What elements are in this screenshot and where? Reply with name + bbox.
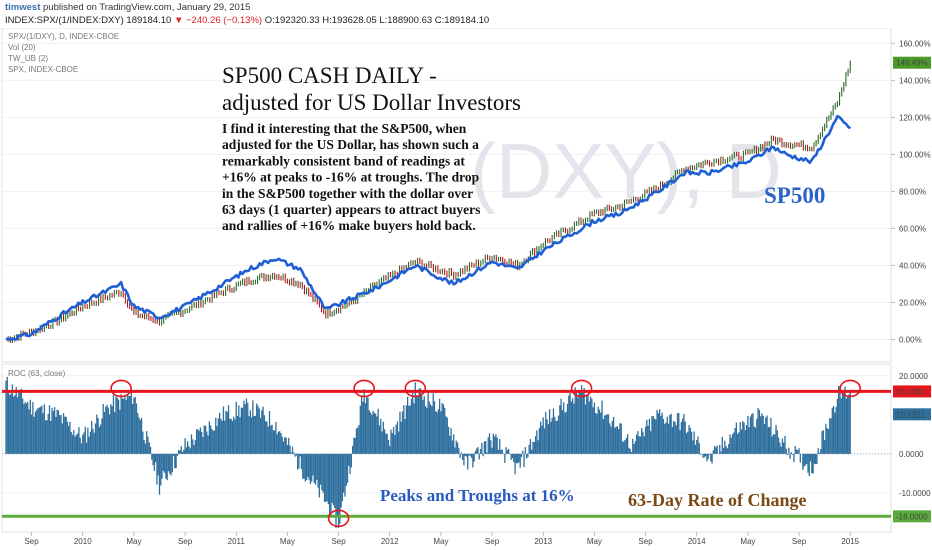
annotation-body-line: remarkably consistent band of readings a… bbox=[222, 153, 465, 168]
extreme-circle bbox=[327, 509, 350, 528]
x-tick-label: May bbox=[280, 537, 295, 546]
x-tick-label: Sep bbox=[792, 537, 807, 546]
symbol-value: INDEX:SPX/(1/INDEX:DXY) 189184.10 bbox=[5, 15, 172, 26]
annotation-body-line: I find it interesting that the S&P500, w… bbox=[222, 121, 467, 136]
pane-label-tw: TW_UB (2) bbox=[8, 54, 48, 63]
roc-tick-label: -16.0000 bbox=[896, 512, 928, 521]
ohlc-values: O:192320.33 H:193628.05 L:188900.63 C:18… bbox=[264, 15, 490, 26]
roc-bands bbox=[2, 389, 891, 518]
roc-tick-label: -10.0000 bbox=[899, 489, 931, 498]
author-link[interactable]: timwest bbox=[5, 2, 41, 13]
y-tick-label: 140.00% bbox=[899, 76, 931, 85]
extreme-circle bbox=[839, 379, 862, 398]
x-tick-label: 2015 bbox=[841, 537, 859, 546]
extreme-circle bbox=[570, 379, 593, 398]
y-tick-label: 60.00% bbox=[899, 224, 926, 233]
symbol-line: INDEX:SPX/(1/INDEX:DXY) 189184.10 ▼ −240… bbox=[5, 15, 489, 26]
y-tick-label: 100.00% bbox=[899, 150, 931, 159]
x-tick-label: Sep bbox=[485, 537, 500, 546]
x-tick-label: May bbox=[126, 537, 141, 546]
main-gridlines bbox=[2, 42, 891, 340]
x-tick-label: May bbox=[740, 537, 755, 546]
annotation-title-2: adjusted for US Dollar Investors bbox=[222, 90, 521, 115]
spx-line bbox=[5, 114, 852, 342]
extreme-circle bbox=[110, 379, 132, 398]
annotation-body-line: 63 days (1 quarter) appears to attract b… bbox=[222, 202, 480, 217]
annotation-body-line: and rallies of +16% make buyers hold bac… bbox=[222, 218, 476, 233]
x-tick-label: May bbox=[433, 537, 448, 546]
annotation-body-line: in the S&P500 together with the dollar o… bbox=[222, 186, 473, 201]
annotation-body-line: adjusted for the US Dollar, has shown su… bbox=[222, 137, 479, 152]
pane-label-spx: SPX, INDEX-CBOE bbox=[8, 65, 78, 74]
y-tick-label: 120.00% bbox=[899, 113, 931, 122]
x-tick-label: 2010 bbox=[74, 537, 92, 546]
y-tick-label: 40.00% bbox=[899, 261, 926, 270]
roc-series bbox=[5, 376, 851, 529]
pane-label-main: SPX/(1/DXY), D, INDEX-CBOE bbox=[8, 32, 119, 41]
main-series bbox=[5, 60, 852, 343]
last-price-value: 149.49% bbox=[896, 59, 928, 68]
y-tick-label: 20.00% bbox=[899, 298, 926, 307]
roc-y-axis: 20.0000 16.0000 10.1321 0.0000 -10.0000 -16.0… bbox=[893, 372, 931, 523]
x-tick-label: Sep bbox=[331, 537, 346, 546]
sp500-label: SP500 bbox=[764, 183, 825, 208]
x-tick-label: 2014 bbox=[688, 537, 706, 546]
roc-value-tag bbox=[893, 510, 931, 523]
chart-header: timwest published on TradingView.com, Ja… bbox=[0, 0, 932, 28]
x-tick-label: 2012 bbox=[381, 537, 399, 546]
main-y-axis: 160.00% 140.00% 120.00% 100.00% 80.00% 60.00%… bbox=[891, 39, 931, 344]
roc-value-tag bbox=[893, 408, 931, 421]
annotation-body: I find it interesting that the S&P500, w… bbox=[222, 121, 480, 233]
extreme-circles bbox=[110, 379, 862, 528]
roc-tick-label: 0.0000 bbox=[899, 450, 924, 459]
extreme-circle bbox=[404, 379, 427, 398]
x-axis: Sep 2010 May Sep 2011 May Sep 2012 May Sep 2013 May… bbox=[24, 532, 860, 546]
y-tick-label: 80.00% bbox=[899, 187, 926, 196]
roc-tick-label: 16.0000 bbox=[896, 387, 925, 396]
symbol-watermark: (DXY), D bbox=[470, 127, 782, 215]
x-tick-label: Sep bbox=[24, 537, 39, 546]
change-value: ▼ −240.26 (−0.13%) bbox=[173, 15, 263, 26]
roc-tick-label: 10.1321 bbox=[896, 410, 925, 419]
annotation-body-line: +16% at peaks to -16% at troughs. The dr… bbox=[222, 170, 479, 185]
y-tick-label: 160.00% bbox=[899, 39, 931, 48]
publish-line: timwest published on TradingView.com, Ja… bbox=[5, 2, 250, 13]
annotation-title-1: SP500 CASH DAILY - bbox=[222, 63, 437, 88]
y-tick-label: 0.00% bbox=[899, 335, 922, 344]
roc-label: 63-Day Rate of Change bbox=[628, 490, 806, 510]
x-tick-label: 2013 bbox=[534, 537, 552, 546]
x-tick-label: Sep bbox=[178, 537, 193, 546]
pane-label-roc: ROC (63, close) bbox=[8, 369, 66, 378]
roc-value-tag bbox=[893, 385, 931, 398]
publish-info: published on TradingView.com, January 29… bbox=[43, 2, 251, 13]
extreme-circle bbox=[353, 379, 375, 398]
pane-label-vol: Vol (20) bbox=[8, 43, 36, 52]
x-tick-label: May bbox=[587, 537, 602, 546]
last-price-tag bbox=[893, 56, 931, 69]
roc-tick-label: 20.0000 bbox=[899, 372, 928, 381]
main-pane[interactable] bbox=[1, 28, 892, 363]
x-tick-label: 2011 bbox=[228, 537, 246, 546]
chart-canvas[interactable]: (DXY), D 160.00% 140.00% 120.00% 100.00% 80.… bbox=[0, 28, 932, 550]
x-tick-label: Sep bbox=[638, 537, 653, 546]
peaks-label: Peaks and Troughs at 16% bbox=[380, 486, 575, 505]
